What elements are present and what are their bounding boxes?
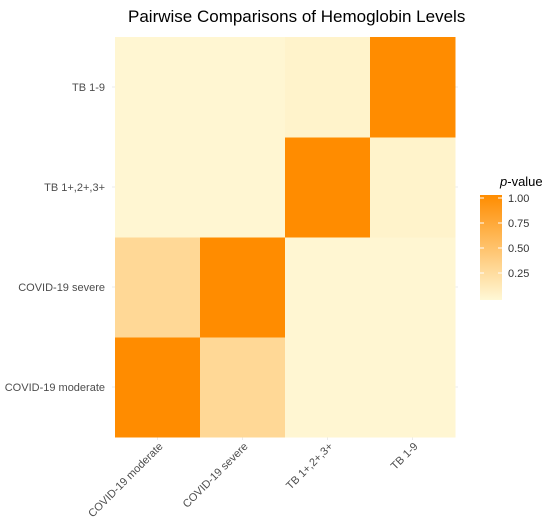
legend-title: p-value — [499, 174, 543, 189]
x-tick-label: TB 1+,2+,3+ — [284, 441, 336, 493]
y-tick-label: TB 1+,2+,3+ — [44, 182, 105, 194]
y-tick-label: COVID-19 moderate — [5, 382, 105, 394]
legend-tick-label: 0.50 — [508, 243, 529, 255]
legend: p-value 1.00 0.75 0.50 0.25 — [480, 174, 543, 300]
heatmap-cell — [115, 237, 201, 338]
x-tick-label: COVID-19 severe — [181, 441, 251, 511]
x-axis-labels: COVID-19 moderate COVID-19 severe TB 1+,2+… — [86, 441, 420, 520]
heatmap-cell — [200, 337, 286, 438]
heatmap-cells — [115, 37, 456, 438]
heatmap-cell — [370, 137, 456, 238]
heatmap-cell — [115, 337, 201, 438]
y-tick-label: COVID-19 severe — [18, 282, 105, 294]
legend-title-rest: -value — [507, 174, 542, 189]
x-tick-label: COVID-19 moderate — [86, 441, 165, 520]
legend-tick-label: 1.00 — [508, 193, 529, 205]
heatmap-cell — [370, 337, 456, 438]
x-tick-label: TB 1-9 — [389, 441, 421, 473]
heatmap-cell — [200, 137, 286, 238]
heatmap-cell — [370, 37, 456, 138]
y-tick-label: TB 1-9 — [72, 82, 105, 94]
heatmap-cell — [285, 337, 371, 438]
heatmap-cell — [370, 237, 456, 338]
y-axis-labels: COVID-19 moderate COVID-19 severe TB 1+,2+… — [5, 82, 105, 394]
heatmap-cell — [200, 37, 286, 138]
legend-title-p: p — [499, 174, 507, 189]
chart-title: Pairwise Comparisons of Hemoglobin Level… — [128, 7, 465, 26]
legend-tick-label: 0.25 — [508, 268, 529, 280]
heatmap-cell — [200, 237, 286, 338]
heatmap-cell — [285, 37, 371, 138]
legend-colorbar — [480, 195, 502, 300]
heatmap-cell — [115, 37, 201, 138]
heatmap-cell — [285, 137, 371, 238]
legend-ticks: 1.00 0.75 0.50 0.25 — [480, 193, 529, 280]
heatmap-cell — [115, 137, 201, 238]
legend-tick-label: 0.75 — [508, 218, 529, 230]
heatmap-cell — [285, 237, 371, 338]
